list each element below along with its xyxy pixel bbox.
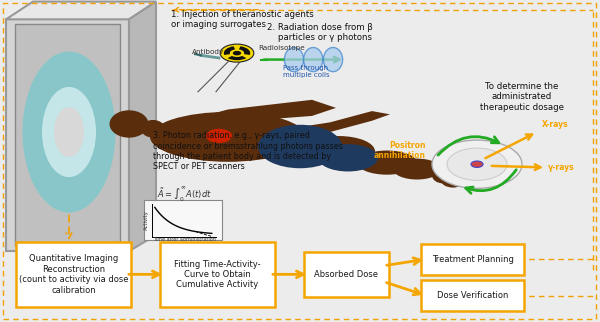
Circle shape [471, 161, 483, 167]
Ellipse shape [258, 125, 342, 168]
Ellipse shape [150, 112, 306, 162]
Ellipse shape [23, 52, 115, 213]
Text: Fitting Time-Activity-
Curve to Obtain
Cumulative Activity: Fitting Time-Activity- Curve to Obtain C… [174, 260, 261, 289]
FancyBboxPatch shape [421, 280, 524, 311]
Wedge shape [239, 46, 250, 55]
Text: To determine the
administrated
therapeutic dosage: To determine the administrated therapeut… [480, 82, 564, 111]
Text: Pass through
multiple coils: Pass through multiple coils [283, 65, 329, 78]
Wedge shape [224, 46, 235, 55]
Ellipse shape [110, 110, 149, 138]
Text: γ-rays: γ-rays [548, 163, 574, 172]
Ellipse shape [303, 136, 375, 167]
Polygon shape [180, 100, 336, 132]
Text: Time after administration: Time after administration [153, 237, 215, 242]
FancyBboxPatch shape [304, 252, 389, 297]
Text: Antibody: Antibody [192, 50, 224, 55]
Text: Quantitative Imaging
Reconstruction
(count to activity via dose
calibration: Quantitative Imaging Reconstruction (cou… [19, 254, 128, 295]
FancyBboxPatch shape [160, 242, 275, 307]
Text: 3. Photon radiation, e.g., γ-rays, paired
coincidence or bremsstrahlung photons : 3. Photon radiation, e.g., γ-rays, paire… [153, 131, 343, 171]
Ellipse shape [432, 167, 456, 184]
Circle shape [432, 140, 522, 188]
Text: $\tilde{A} = \int_0^\infty A(t)dt$: $\tilde{A} = \int_0^\infty A(t)dt$ [157, 185, 212, 204]
Polygon shape [288, 111, 390, 134]
Polygon shape [129, 2, 156, 251]
Text: X-rays: X-rays [542, 120, 568, 129]
Ellipse shape [323, 48, 343, 72]
Text: Activity: Activity [145, 210, 149, 230]
Ellipse shape [441, 173, 465, 187]
Circle shape [447, 148, 507, 180]
Polygon shape [6, 2, 156, 19]
Text: 2. Radiation dose from β
    particles or γ photons: 2. Radiation dose from β particles or γ … [267, 23, 373, 42]
Ellipse shape [284, 48, 304, 72]
Ellipse shape [393, 159, 441, 180]
FancyBboxPatch shape [16, 242, 131, 307]
Ellipse shape [141, 120, 165, 138]
Ellipse shape [318, 144, 378, 172]
Ellipse shape [54, 107, 84, 157]
Ellipse shape [42, 87, 96, 177]
Wedge shape [227, 56, 247, 60]
Text: Absorbed Dose: Absorbed Dose [314, 270, 379, 279]
Circle shape [233, 51, 241, 55]
Text: 1. Injection of theranostic agents
or imaging surrogates: 1. Injection of theranostic agents or im… [171, 10, 314, 29]
Text: Dose Verification: Dose Verification [437, 291, 508, 300]
Polygon shape [15, 24, 120, 246]
Ellipse shape [304, 48, 323, 72]
Text: Treatment Planning: Treatment Planning [431, 255, 514, 264]
FancyBboxPatch shape [421, 244, 524, 275]
Polygon shape [6, 19, 129, 251]
Circle shape [220, 44, 254, 62]
Text: Radioisotope: Radioisotope [258, 45, 305, 51]
Text: Positron
annihilation: Positron annihilation [374, 141, 426, 160]
Ellipse shape [357, 151, 417, 175]
FancyBboxPatch shape [144, 200, 222, 240]
Circle shape [206, 129, 232, 143]
